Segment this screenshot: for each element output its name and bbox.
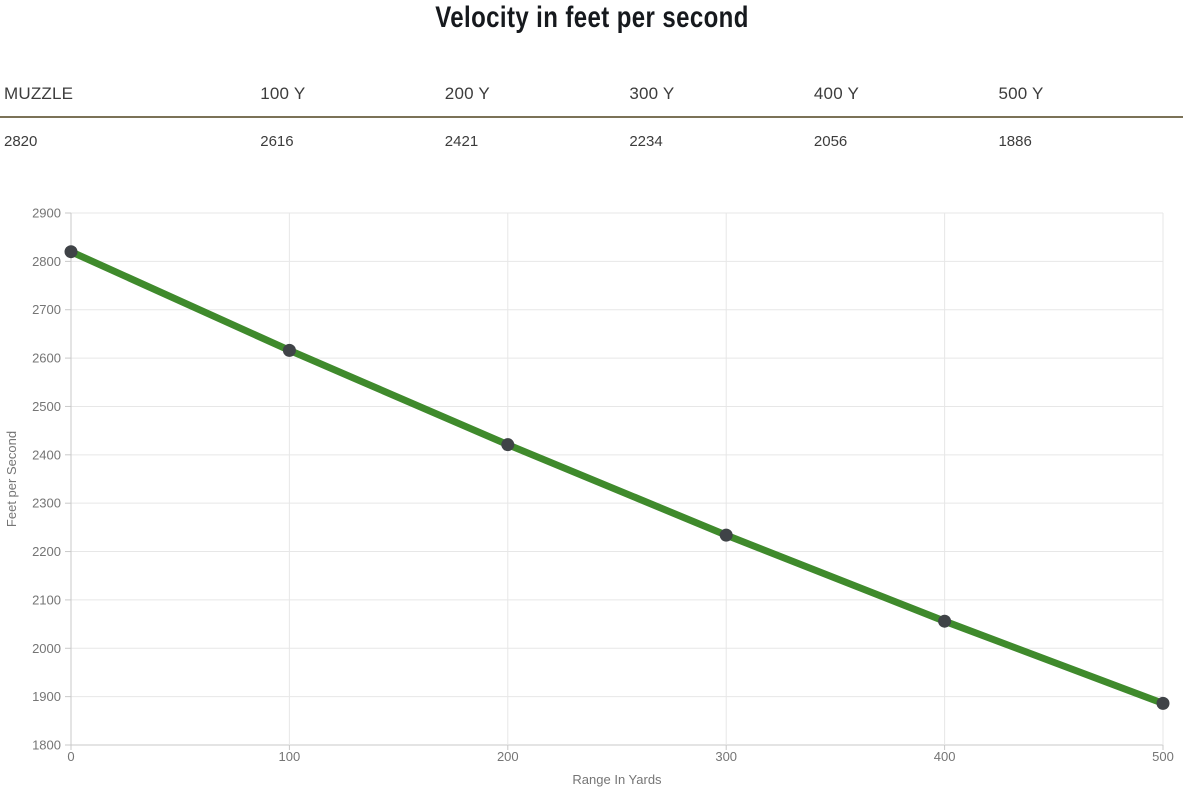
table-header-100y: 100 Y (260, 84, 306, 103)
x-tick-label: 500 (1152, 749, 1174, 764)
y-tick-label: 2900 (32, 206, 61, 221)
x-tick-label: 0 (67, 749, 74, 764)
data-point-marker[interactable] (719, 528, 733, 542)
y-tick-label: 1900 (32, 689, 61, 704)
data-point-marker[interactable] (938, 614, 952, 628)
table-value-300y: 2234 (629, 133, 663, 150)
table-header-200y: 200 Y (444, 84, 490, 103)
y-tick-label: 2000 (32, 641, 61, 656)
data-point-marker[interactable] (501, 438, 515, 452)
table-header-500y: 500 Y (998, 84, 1044, 103)
y-tick-label: 2400 (32, 447, 61, 462)
table-value-row: 2820 2616 2421 2234 2056 1886 (0, 118, 1183, 150)
series (64, 245, 1170, 710)
y-tick-label: 2600 (32, 351, 61, 366)
y-tick-label: 2200 (32, 544, 61, 559)
y-tick-label: 2300 (32, 496, 61, 511)
velocity-line-chart: 1800190020002100220023002400250026002700… (4, 206, 1174, 788)
data-point-marker[interactable] (282, 343, 296, 357)
table-value-400y: 2056 (813, 133, 848, 150)
y-tick-label: 2800 (32, 254, 61, 269)
y-tick-label: 2100 (32, 592, 61, 607)
table-value-100y: 2616 (260, 133, 294, 150)
table-header-row: MUZZLE 100 Y 200 Y 300 Y 400 Y 500 Y (0, 84, 1183, 118)
page-title-text: Velocity in feet per second (434, 1, 749, 34)
y-tick-label: 2700 (32, 302, 61, 317)
y-tick-label: 1800 (32, 738, 61, 753)
table-value-500y: 1886 (998, 133, 1032, 150)
data-point-marker[interactable] (64, 245, 78, 259)
x-axis-title: Range In Yards (572, 772, 662, 787)
table-header-muzzle: MUZZLE (4, 84, 74, 103)
x-tick-label: 200 (497, 749, 519, 764)
table-value-muzzle: 2820 (4, 133, 38, 150)
axis-labels: 1800190020002100220023002400250026002700… (4, 206, 1174, 788)
table-header-300y: 300 Y (629, 84, 675, 103)
x-tick-label: 100 (279, 749, 301, 764)
gridlines (70, 212, 1164, 746)
y-axis-title: Feet per Second (4, 431, 19, 527)
axes (65, 212, 1164, 750)
x-tick-label: 300 (715, 749, 737, 764)
y-tick-label: 2500 (32, 399, 61, 414)
data-point-marker[interactable] (1156, 696, 1170, 710)
velocity-line (69, 248, 1165, 707)
x-tick-label: 400 (934, 749, 956, 764)
table-header-400y: 400 Y (813, 84, 860, 103)
table-value-200y: 2421 (444, 133, 479, 150)
velocity-table: MUZZLE 100 Y 200 Y 300 Y 400 Y 500 Y 282… (0, 84, 1183, 150)
page-title: Velocity in feet per second (0, 0, 1183, 35)
